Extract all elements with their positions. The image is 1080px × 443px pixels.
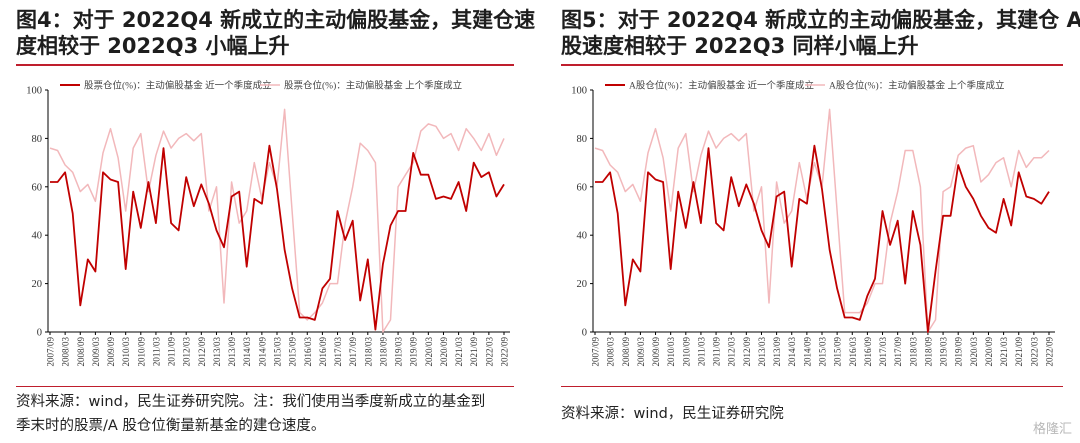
left-x-tick-label: 2013/03 — [212, 337, 222, 367]
left-x-tick-label: 2016/09 — [318, 337, 328, 367]
right-x-tick-label: 2018/03 — [908, 337, 918, 367]
right-x-tick-label: 2017/09 — [893, 337, 903, 367]
left-x-tick-label: 2014/09 — [257, 337, 267, 367]
left-x-tick-label: 2017/03 — [333, 337, 343, 367]
left-legend-label-1: 股票仓位(%)：主动偏股基金 上个季度成立 — [284, 80, 462, 92]
right-x-tick-label: 2014/03 — [787, 337, 797, 367]
right-series-previous-quarter-line — [594, 108, 1050, 333]
left-x-tick-label: 2021/09 — [469, 337, 479, 367]
right-figure-title-line2: 股速度相较于 2022Q3 同样小幅上升 — [561, 34, 919, 58]
left-x-tick-label: 2013/09 — [227, 337, 237, 367]
right-x-tick-label: 2013/03 — [757, 337, 767, 367]
left-x-tick-label: 2018/03 — [363, 337, 373, 367]
left-series-previous-quarter-line — [49, 108, 505, 333]
left-title-rule — [16, 64, 514, 66]
left-x-tick-label: 2017/09 — [348, 337, 358, 367]
left-x-tick-label: 2016/03 — [303, 337, 313, 367]
left-x-tick-label: 2020/03 — [424, 337, 434, 367]
left-x-tick-label: 2021/03 — [454, 337, 464, 367]
left-y-tick-label: 40 — [32, 231, 43, 242]
left-x-tick-label: 2011/03 — [151, 337, 161, 367]
left-x-tick-label: 2008/09 — [76, 337, 86, 367]
left-figure-title-line1: 图4：对于 2022Q4 新成立的主动偏股基金，其建仓速 — [16, 8, 536, 32]
right-series-recent-quarter-line — [595, 144, 1050, 333]
right-source-rule — [561, 386, 1063, 387]
left-x-tick-label: 2022/03 — [484, 337, 494, 367]
right-x-tick-label: 2020/03 — [969, 337, 979, 367]
right-x-tick-label: 2010/03 — [666, 337, 676, 367]
left-x-tick-label: 2009/09 — [106, 337, 116, 367]
right-legend-label-1: A股仓位(%)：主动偏股基金 上个季度成立 — [829, 80, 1004, 92]
left-y-tick-label: 80 — [32, 134, 43, 145]
right-x-tick-label: 2015/03 — [818, 337, 828, 367]
left-y-tick-label: 20 — [32, 279, 43, 290]
left-source-line2: 季末时的股票/A 股仓位衡量新基金的建仓速度。 — [16, 418, 326, 434]
left-y-tick-label: 0 — [37, 328, 42, 339]
right-x-tick-label: 2015/09 — [833, 337, 843, 367]
left-source-line1: 资料来源：wind，民生证券研究院。注：我们使用当季度新成立的基金到 — [16, 394, 486, 410]
watermark: 格隆汇 — [1032, 422, 1072, 437]
right-x-tick-label: 2013/09 — [772, 337, 782, 367]
right-x-tick-label: 2017/03 — [878, 337, 888, 367]
left-source-rule — [16, 386, 514, 387]
right-x-tick-label: 2010/09 — [681, 337, 691, 367]
right-x-tick-label: 2012/09 — [742, 337, 752, 367]
right-x-tick-label: 2022/09 — [1045, 337, 1055, 367]
right-x-tick-label: 2022/03 — [1029, 337, 1039, 367]
right-y-tick-label: 0 — [582, 328, 587, 339]
left-legend-label-0: 股票仓位(%)：主动偏股基金 近一个季度成立 — [84, 80, 272, 92]
right-x-tick-label: 2012/03 — [727, 337, 737, 367]
right-y-tick-label: 100 — [571, 86, 587, 97]
right-x-tick-label: 2019/03 — [939, 337, 949, 367]
left-x-tick-label: 2012/09 — [197, 337, 207, 367]
right-x-tick-label: 2008/03 — [606, 337, 616, 367]
left-x-tick-label: 2019/09 — [409, 337, 419, 367]
right-x-tick-label: 2018/09 — [923, 337, 933, 367]
right-figure-title-line1: 图5：对于 2022Q4 新成立的主动偏股基金，其建仓 A — [561, 8, 1080, 32]
right-x-tick-label: 2007/09 — [591, 337, 601, 367]
left-x-tick-label: 2008/03 — [61, 337, 71, 367]
right-x-tick-label: 2009/09 — [651, 337, 661, 367]
left-y-tick-label: 100 — [26, 86, 42, 97]
right-title-rule — [561, 64, 1063, 66]
left-x-tick-label: 2009/03 — [91, 337, 101, 367]
right-x-tick-label: 2011/09 — [712, 337, 722, 367]
left-figure-title-line2: 度相较于 2022Q3 小幅上升 — [16, 34, 290, 58]
right-source-line1: 资料来源：wind，民生证券研究院 — [561, 406, 784, 422]
right-line-chart: 0 20 40 60 80 100 2007/09 2008/03 2008/09 2009/03… — [571, 80, 1055, 367]
right-x-tick-label: 2021/09 — [1014, 337, 1024, 367]
left-x-tick-label: 2015/03 — [273, 337, 283, 367]
left-x-tick-label: 2019/03 — [394, 337, 404, 367]
left-x-tick-label: 2014/03 — [242, 337, 252, 367]
right-x-tick-label: 2019/09 — [954, 337, 964, 367]
right-y-tick-label: 20 — [577, 279, 588, 290]
right-legend-label-0: A股仓位(%)：主动偏股基金 近一个季度成立 — [629, 80, 814, 92]
right-y-tick-label: 40 — [577, 231, 588, 242]
right-x-tick-label: 2009/03 — [636, 337, 646, 367]
right-x-tick-label: 2011/03 — [696, 337, 706, 367]
right-x-tick-label: 2014/09 — [802, 337, 812, 367]
left-x-tick-label: 2020/09 — [439, 337, 449, 367]
right-x-tick-label: 2016/03 — [848, 337, 858, 367]
left-x-tick-label: 2018/09 — [378, 337, 388, 367]
right-y-tick-label: 60 — [577, 182, 588, 193]
left-x-tick-label: 2022/09 — [500, 337, 510, 367]
left-series-recent-quarter-line — [50, 144, 505, 331]
right-x-tick-label: 2008/09 — [621, 337, 631, 367]
left-x-tick-label: 2015/09 — [288, 337, 298, 367]
left-line-chart: 0 20 40 60 80 100 2007/09 2008/03 2008/09 2009/03… — [26, 80, 510, 367]
left-x-tick-label: 2010/09 — [136, 337, 146, 367]
left-x-tick-label: 2007/09 — [46, 337, 56, 367]
left-y-tick-label: 60 — [32, 182, 43, 193]
right-y-tick-label: 80 — [577, 134, 588, 145]
right-x-tick-label: 2021/03 — [999, 337, 1009, 367]
left-x-tick-label: 2011/09 — [167, 337, 177, 367]
left-x-tick-label: 2012/03 — [182, 337, 192, 367]
right-x-tick-label: 2020/09 — [984, 337, 994, 367]
right-x-tick-label: 2016/09 — [863, 337, 873, 367]
left-x-tick-label: 2010/03 — [121, 337, 131, 367]
